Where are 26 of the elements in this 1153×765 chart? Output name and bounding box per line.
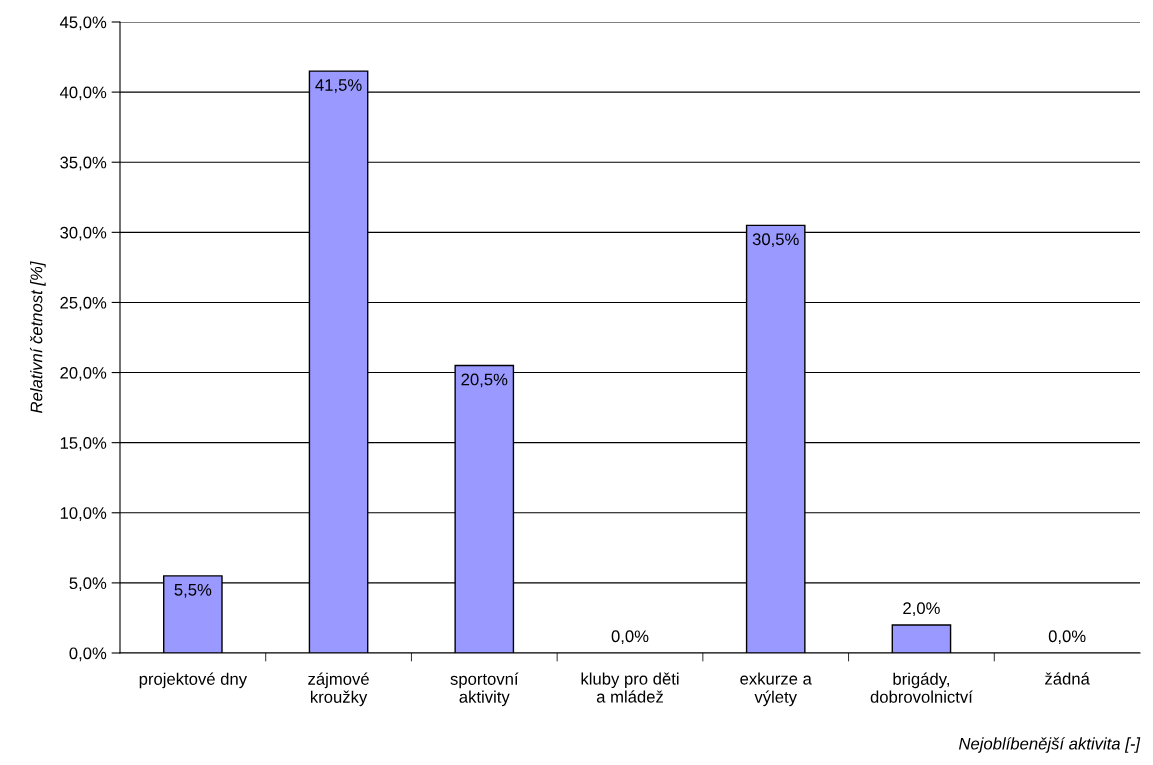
y-tick-label: 40,0% (59, 86, 107, 101)
y-tick-label: 25,0% (60, 296, 107, 311)
x-tick-label: exkurze a výlety (740, 672, 812, 707)
data-label: 2,0% (903, 602, 940, 617)
x-tick-label: projektové dny (139, 672, 248, 689)
data-label: 20,5% (461, 373, 508, 388)
data-label: 0,0% (611, 630, 649, 645)
x-tick-label: zájmové kroužky (308, 672, 369, 707)
y-tick-label: 30,0% (60, 226, 107, 241)
y-tick-label: 45,0% (59, 16, 107, 31)
y-tick-label: 15,0% (60, 437, 107, 451)
y-axis-title: Relativní četnost [%] (29, 261, 46, 413)
x-tick-label: sportovní aktivity (450, 672, 519, 707)
data-label: 5,5% (174, 583, 212, 598)
x-tick-label: brigády, dobrovolnictví (870, 672, 973, 703)
y-tick-label: 0,0% (69, 647, 107, 662)
data-label: 30,5% (752, 233, 799, 248)
y-tick-label: 35,0% (60, 156, 107, 171)
y-tick-label: 5,0% (69, 577, 107, 592)
x-axis-title: Nejoblíbenější aktivita [-] (958, 737, 1141, 753)
data-label: 0,0% (1048, 630, 1086, 645)
x-tick-label: kluby pro děti a mládež (581, 672, 679, 703)
y-tick-label: 20,0% (60, 366, 107, 381)
data-label: 41,5% (315, 79, 362, 93)
x-tick-label: žádná (1045, 672, 1090, 685)
y-tick-label: 10,0% (60, 507, 107, 521)
